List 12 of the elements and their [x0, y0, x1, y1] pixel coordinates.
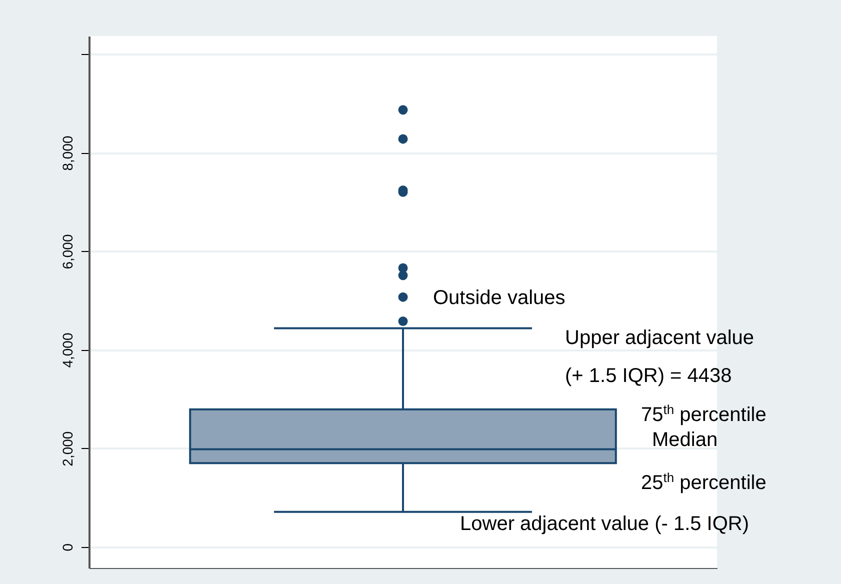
annotation: (+ 1.5 IQR) = 4438	[565, 365, 732, 387]
y-tick-label: 8,000	[60, 136, 76, 171]
annotation: Upper adjacent value	[565, 327, 754, 349]
annotation: 75$^{th}$ percentile	[641, 402, 766, 426]
y-tick-label: 0	[60, 543, 76, 552]
annotation: 25$^{th}$ percentile	[641, 470, 766, 494]
annotation: Lower adjacent value (- 1.5 IQR)	[460, 513, 750, 535]
annotation: Outside values	[433, 287, 566, 309]
y-tick-label: 2,000	[60, 431, 76, 466]
y-tick-label: 6,000	[60, 234, 76, 270]
y-tick-label: 4,000	[60, 332, 76, 368]
annotation: Median	[652, 429, 718, 451]
